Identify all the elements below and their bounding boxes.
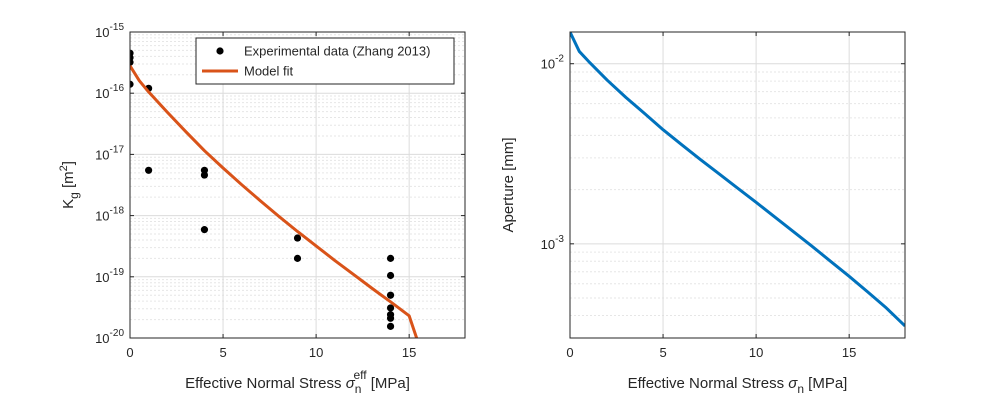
y-tick-exponent: -17 [110, 144, 125, 155]
y-tick-exponent: -2 [555, 54, 564, 65]
y-label-unit: [m [60, 171, 77, 188]
plot-area [570, 32, 905, 338]
data-point [145, 166, 153, 174]
legend-label: Model fit [244, 64, 294, 79]
y-tick-base: 10 [95, 270, 109, 285]
y-tick-label: 10-2 [541, 54, 565, 72]
data-point [130, 58, 134, 66]
x-label-symbol: σ [788, 375, 798, 392]
y-label-text: Aperture [mm] [500, 137, 517, 232]
axes-box [569, 31, 906, 339]
axes-box [129, 31, 466, 339]
legend-box [195, 37, 455, 85]
legend-marker [216, 47, 224, 55]
x-label-text: Effective Normal Stress [628, 375, 784, 392]
y-label-unit-close: ] [60, 161, 77, 165]
y-tick-label: 10-18 [95, 206, 124, 224]
x-tick-label: 10 [309, 345, 323, 360]
x-label-subscript: n [797, 382, 804, 396]
x-label-unit: [MPa] [371, 375, 410, 392]
y-tick-exponent: -18 [110, 206, 125, 217]
data-point [386, 271, 395, 280]
x-axis-label: Effective Normal Stress σn [MPa] [628, 375, 848, 396]
chart-left: 0 5 10 1510-2010-1910-1810-1710-1610-15Effe… [58, 22, 466, 396]
y-tick-base: 10 [95, 86, 109, 101]
series-group [130, 49, 419, 338]
x-axis-label: Effective Normal Stress σneff [MPa] [185, 368, 410, 396]
y-axis-label: Kg [m2] [58, 161, 81, 209]
y-tick-exponent: -19 [110, 267, 125, 278]
x-tick-label: 5 [219, 345, 226, 360]
y-tick-base: 10 [95, 209, 109, 224]
x-label-superscript: eff [353, 368, 367, 382]
x-tick-label: 10 [749, 345, 763, 360]
x-label-subscript: n [355, 382, 362, 396]
y-tick-label: 10-16 [95, 83, 124, 101]
x-tick-label: 15 [402, 345, 416, 360]
y-tick-label: 10-17 [95, 144, 124, 162]
x-tick-label: 5 [659, 345, 666, 360]
series-group [570, 32, 905, 328]
y-tick-label: 10-19 [95, 267, 124, 285]
data-point [386, 291, 395, 299]
data-point [200, 171, 209, 179]
y-axis-label: Aperture [mm] [500, 137, 517, 232]
x-tick-label: 15 [842, 345, 856, 360]
y-tick-base: 10 [95, 331, 109, 346]
legend: Experimental data (Zhang 2013) Model fit [195, 37, 455, 85]
data-point [200, 226, 209, 234]
y-tick-exponent: -15 [110, 22, 125, 33]
y-tick-label: 10-20 [95, 328, 124, 346]
data-point [386, 304, 395, 312]
y-label-unit-sup: 2 [58, 165, 70, 171]
legend-label: Experimental data (Zhang 2013) [244, 44, 430, 59]
data-point [386, 254, 395, 262]
y-tick-exponent: -16 [110, 83, 125, 94]
series-line [130, 65, 419, 338]
data-point [293, 254, 302, 262]
x-tick-label: 0 [126, 345, 133, 360]
y-tick-base: 10 [95, 147, 109, 162]
y-tick-exponent: -3 [555, 234, 564, 245]
x-label-unit: [MPa] [808, 375, 847, 392]
y-tick-label: 10-15 [95, 22, 124, 40]
y-label-subscript: g [67, 192, 81, 199]
series-line [570, 32, 905, 328]
data-point [293, 234, 302, 242]
data-point [386, 322, 395, 330]
y-tick-base: 10 [95, 25, 109, 40]
x-label-text: Effective Normal Stress [185, 375, 341, 392]
x-tick-label: 0 [566, 345, 573, 360]
y-tick-label: 10-3 [541, 234, 565, 252]
y-tick-base: 10 [541, 57, 555, 72]
y-tick-exponent: -20 [110, 328, 125, 339]
y-tick-base: 10 [541, 237, 555, 252]
data-point [130, 80, 134, 88]
x-label-symbol: σ [346, 375, 356, 392]
data-point [386, 314, 395, 322]
y-label-text: K [60, 199, 77, 209]
